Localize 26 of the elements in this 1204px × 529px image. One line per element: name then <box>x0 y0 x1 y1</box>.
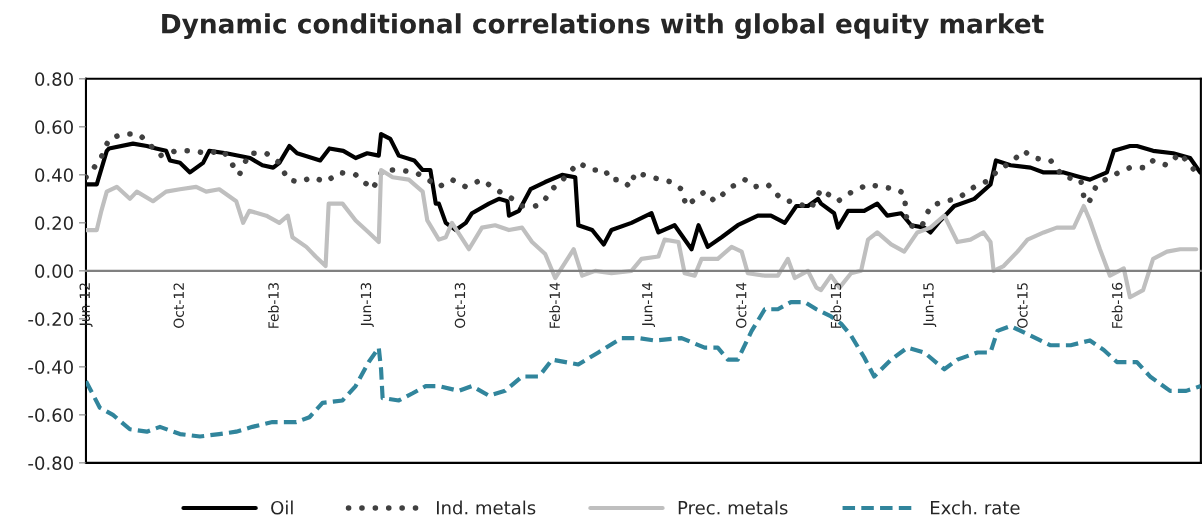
x-tick-label: Oct-13 <box>454 283 466 328</box>
y-tick-label: -0.40 <box>28 360 73 374</box>
legend-label: Exch. rate <box>930 500 1020 515</box>
x-tick-label: Oct-12 <box>173 283 184 328</box>
legend-label: Prec. metals <box>678 500 788 515</box>
x-tick-label: Oct-15 <box>1017 283 1028 328</box>
x-tick-label: Jun-14 <box>642 282 656 328</box>
y-tick-label: 0.20 <box>35 216 73 230</box>
y-tick-label: 0.40 <box>35 168 73 182</box>
legend-label: Oil <box>271 500 293 515</box>
y-tick-label: 0.80 <box>35 72 73 86</box>
y-tick-label: 0.60 <box>35 120 73 134</box>
x-tick-label: Feb-14 <box>549 282 560 328</box>
x-tick-label: Jun-13 <box>360 283 374 328</box>
x-tick-label: Jun-12 <box>79 283 93 328</box>
y-tick-label: 0.00 <box>35 264 73 278</box>
y-tick-label: -0.80 <box>28 456 73 470</box>
y-tick-label: -0.20 <box>28 312 73 326</box>
x-tick-label: Feb-15 <box>830 283 842 328</box>
x-tick-label: Feb-16 <box>1111 282 1123 328</box>
x-tick-label: Feb-13 <box>268 283 279 328</box>
x-tick-label: Oct-14 <box>735 282 747 328</box>
legend-label: Ind. metals <box>436 500 536 515</box>
y-tick-label: -0.60 <box>28 408 73 422</box>
chart-title: Dynamic conditional correlations with global equity market <box>162 13 1044 39</box>
x-tick-label: Jun-15 <box>923 283 937 328</box>
